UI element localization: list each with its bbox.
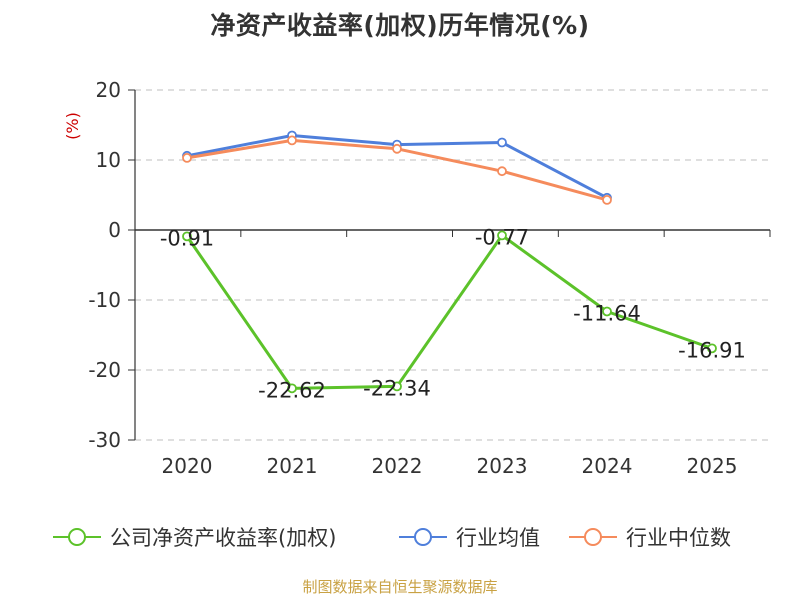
data-label: -22.34: [363, 376, 431, 400]
legend-label: 行业中位数: [626, 526, 731, 550]
legend-line-marker-icon: [399, 528, 447, 546]
y-tick-label: 0: [108, 218, 121, 242]
x-tick-label: 2021: [267, 454, 318, 478]
data-point: [392, 143, 402, 154]
data-point: [392, 381, 402, 392]
legend-line-marker-icon: [569, 528, 617, 546]
x-tick-label: 2025: [687, 454, 738, 478]
legend-item-industry-median[interactable]: 行业中位数: [568, 519, 731, 555]
data-point: [497, 166, 507, 177]
y-tick-label: -20: [88, 358, 121, 382]
data-point: [602, 194, 612, 205]
data-label: -16.91: [678, 338, 746, 362]
data-point: [287, 135, 297, 146]
data-label: -0.91: [160, 226, 214, 250]
x-tick-label: 2022: [372, 454, 423, 478]
data-label: -0.77: [475, 225, 529, 249]
data-point: [182, 231, 192, 242]
legend: 公司净资产收益率(加权) 行业均值 行业中位数: [0, 519, 800, 555]
data-point: [182, 152, 192, 163]
y-axis-label: (%): [63, 112, 82, 140]
x-tick-label: 2023: [477, 454, 528, 478]
grid-lines: [135, 89, 770, 441]
y-tick-label: 20: [96, 78, 121, 102]
y-tick-label: 10: [96, 148, 121, 172]
data-label: -11.64: [573, 301, 641, 325]
legend-item-industry-mean[interactable]: 行业均值: [398, 519, 540, 555]
x-tick-label: 2020: [162, 454, 213, 478]
y-tick-label: -30: [88, 428, 121, 452]
data-point: [287, 383, 297, 394]
source-note: 制图数据来自恒生聚源数据库: [302, 578, 498, 596]
data-point: [707, 343, 717, 354]
legend-label: 公司净资产收益率(加权): [110, 526, 337, 550]
data-point: [602, 306, 612, 317]
axes: 20 10 0 -10 -20 -30 (%) 2020 2021 2022 2023 2024 202…: [63, 78, 771, 478]
x-tick-label: 2024: [582, 454, 633, 478]
y-tick-label: -10: [88, 288, 121, 312]
data-label: -22.62: [258, 378, 326, 402]
data-point: [497, 137, 507, 148]
legend-label: 行业均值: [456, 526, 540, 550]
legend-line-marker-icon: [53, 528, 101, 546]
legend-item-company-roe[interactable]: 公司净资产收益率(加权): [52, 519, 336, 555]
chart-title: 净资产收益率(加权)历年情况(%): [210, 11, 590, 40]
data-labels: -0.91 -22.62 -22.34 -0.77 -11.64 -16.91: [160, 225, 746, 402]
data-point: [497, 230, 507, 241]
series-line: [185, 233, 713, 390]
series: [182, 130, 717, 394]
